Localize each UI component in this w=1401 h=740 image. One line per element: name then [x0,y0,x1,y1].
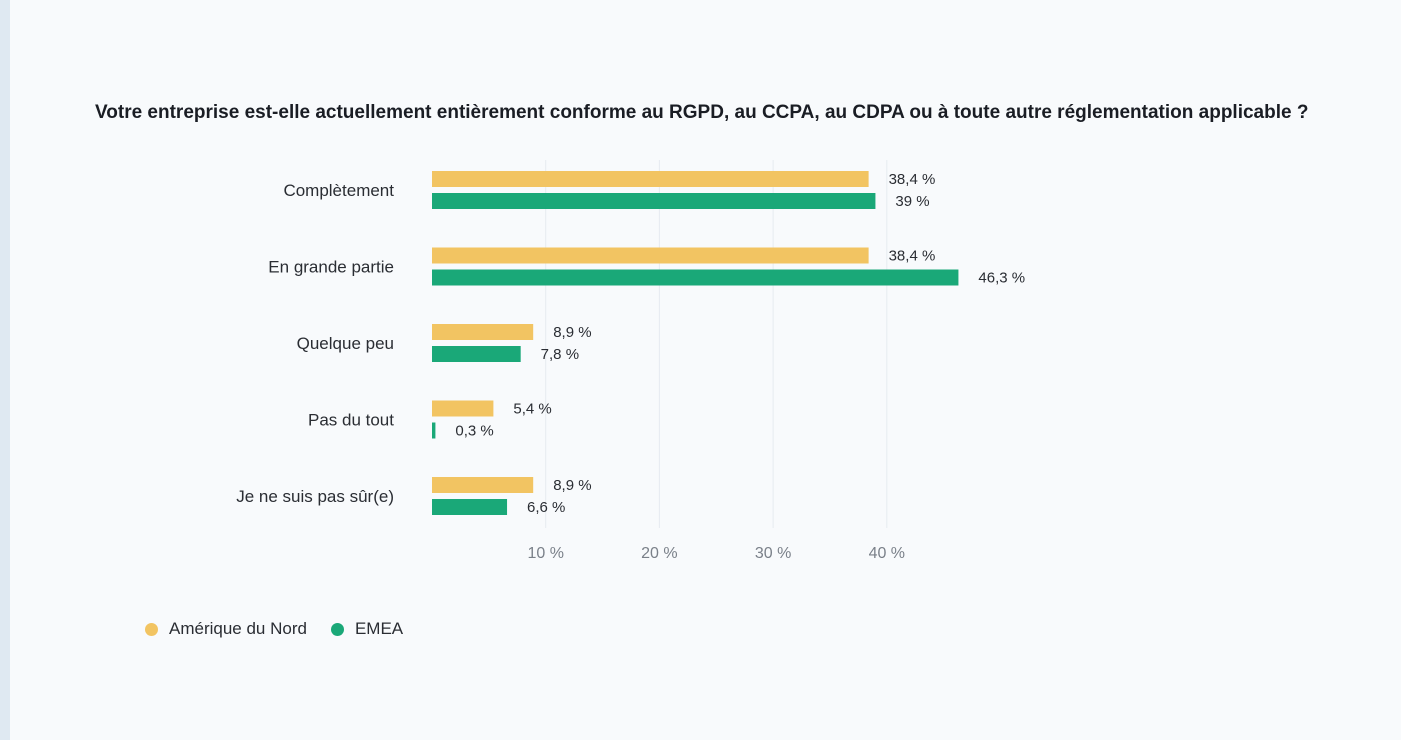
bar [432,346,521,362]
left-rail [0,0,10,740]
bar [432,400,494,417]
data-label: 8,9 % [553,477,591,494]
bar [432,422,436,439]
bar [432,324,534,340]
data-label: 8,9 % [553,324,591,341]
data-label: 7,8 % [541,346,579,363]
x-tick-label: 40 % [869,545,905,562]
bar [432,193,876,209]
data-label: 6,6 % [527,499,565,516]
x-tick-label: 20 % [641,545,677,562]
bar [432,247,869,264]
bar [432,269,959,286]
legend-label-emea: EMEA [354,619,404,638]
data-label: 46,3 % [978,270,1025,287]
data-label: 39 % [895,193,929,210]
category-label: Complètement [283,181,394,200]
category-label: Quelque peu [297,334,394,353]
x-tick-label: 30 % [755,545,791,562]
legend: Amérique du Nord EMEA [145,619,427,639]
bar [432,477,534,493]
chart-title: Votre entreprise est-elle actuellement e… [95,102,1309,123]
category-label: Pas du tout [308,411,394,430]
bar [432,171,869,187]
legend-dot-emea [330,622,344,636]
legend-label-north-america: Amérique du Nord [169,619,307,638]
legend-item-emea[interactable]: EMEA [330,619,404,639]
data-label: 5,4 % [513,401,551,418]
data-label: 0,3 % [455,423,493,440]
category-label: En grande partie [268,258,394,277]
data-label: 38,4 % [889,171,936,188]
bar [432,499,508,515]
legend-item-north-america[interactable]: Amérique du Nord [145,619,307,639]
data-label: 38,4 % [889,248,936,265]
category-label: Je ne suis pas sûr(e) [236,487,394,506]
x-tick-label: 10 % [527,545,563,562]
legend-dot-north-america [145,622,158,636]
